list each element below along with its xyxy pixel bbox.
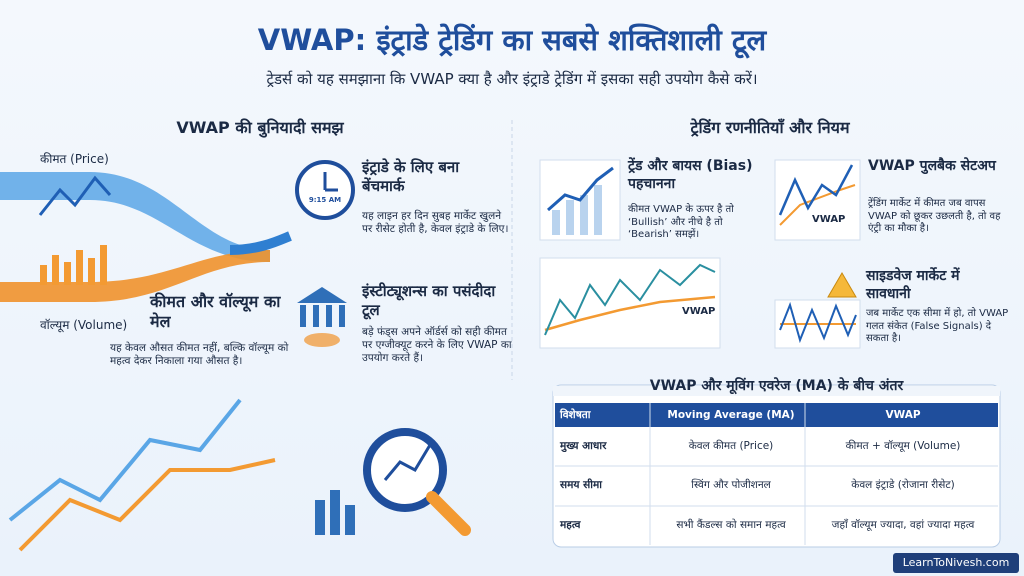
- table-header: VWAP: [885, 408, 921, 421]
- table-header: Moving Average (MA): [667, 408, 795, 421]
- table-cell: केवल कीमत (Price): [688, 440, 774, 453]
- footer: LearnToNivesh.com: [902, 556, 1010, 569]
- pullback-text: ट्रेंडिंग मार्केट में कीमत जब वापस VWAP …: [868, 198, 1001, 234]
- pullback-title: VWAP पुलबैक सेटअप: [868, 158, 996, 174]
- subtitle: ट्रेडर्स को यह समझाना कि VWAP क्या है और…: [266, 70, 758, 88]
- table-cell: जहाँ वॉल्यूम ज्यादा, वहां ज्यादा महत्व: [831, 519, 975, 532]
- pullback-chart-label: VWAP: [812, 214, 846, 225]
- merge-text: यह केवल औसत कीमत नहीं, बल्कि वॉल्यूम को …: [110, 342, 289, 368]
- table-title: VWAP और मूविंग एवरेज (MA) के बीच अंतर: [553, 378, 1000, 396]
- section-heading: ट्रेडिंग रणनीतियाँ और नियम: [690, 118, 850, 137]
- section-heading: VWAP की बुनियादी समझ: [176, 118, 344, 137]
- trend-text: कीमत VWAP के ऊपर है तो ‘Bullish’ और नीचे…: [628, 204, 734, 240]
- table-cell: महत्व: [560, 519, 581, 532]
- title: VWAP: इंट्राडे ट्रेडिंग का सबसे शक्तिशाल…: [257, 23, 767, 57]
- sideways-text: जब मार्केट एक सीमा में हो, तो VWAP गलत स…: [866, 308, 1009, 344]
- institutions-title: इंस्टीट्यूशन्स का पसंदीदा टूल: [362, 282, 496, 319]
- table-cell: मुख्य आधार: [560, 440, 607, 453]
- big-chart-label: VWAP: [682, 306, 716, 317]
- sideways-title: साइडवेज मार्केट में सावधानी: [866, 268, 960, 302]
- table-cell: केवल इंट्राडे (रोजाना रीसेट): [851, 479, 955, 492]
- merge-title: कीमत और वॉल्यूम का मेल: [150, 292, 281, 331]
- table-cell: स्विंग और पोजीशनल: [691, 479, 771, 492]
- table-cell: कीमत + वॉल्यूम (Volume): [845, 440, 961, 453]
- clock-time: 9:15 AM: [308, 196, 342, 204]
- institutions-text: बड़े फंड्स अपने ऑर्डर्स को सही कीमत पर ए…: [362, 326, 512, 365]
- trend-title: ट्रेंड और बायस (Bias) पहचानना: [628, 158, 753, 192]
- table-cell: सभी कैंडल्स को समान महत्व: [676, 519, 786, 532]
- price-label: कीमत (Price): [40, 152, 109, 166]
- benchmark-title: इंट्राडे के लिए बना बेंचमार्क: [362, 158, 460, 195]
- table-header: विशेषता: [560, 408, 591, 421]
- table-cell: समय सीमा: [560, 479, 602, 492]
- volume-label: वॉल्यूम (Volume): [40, 318, 128, 332]
- benchmark-text: यह लाइन हर दिन सुबह मार्केट खुलने पर रीस…: [362, 210, 509, 236]
